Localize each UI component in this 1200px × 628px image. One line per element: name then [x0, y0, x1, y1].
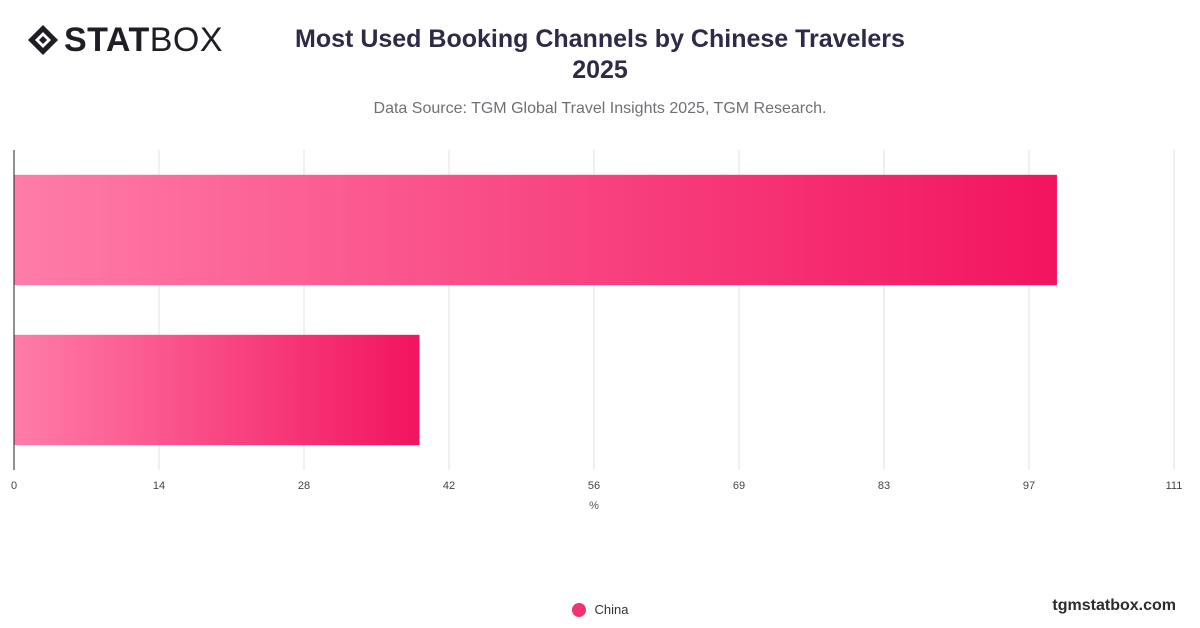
bars	[14, 174, 1057, 446]
chart-header: Most Used Booking Channels by Chinese Tr…	[250, 24, 950, 118]
legend-label-china: China	[594, 602, 629, 617]
x-axis-title: %	[589, 500, 599, 512]
diamond-logo-icon	[28, 25, 58, 55]
x-tick-label: 97	[1023, 480, 1035, 492]
bar-china-1[interactable]	[14, 174, 1057, 286]
x-tick-label: 111	[1166, 480, 1183, 492]
logo-wordmark: STATBOX	[64, 23, 223, 57]
logo-text-bold: STAT	[64, 21, 150, 59]
chart-subtitle: Data Source: TGM Global Travel Insights …	[373, 100, 827, 117]
legend-swatch-china	[571, 602, 586, 617]
x-tick-label: 14	[153, 480, 165, 492]
x-tick-label: 28	[298, 480, 310, 492]
logo-text-light: BOX	[149, 21, 224, 59]
x-tick-label: 0	[11, 480, 17, 492]
x-tick-labels: 0 14 28 42 56 69 83 97 111	[11, 480, 1182, 492]
chart-title-line-2: 2025	[572, 56, 628, 84]
statbox-logo: STATBOX	[26, 22, 223, 58]
x-tick-label: 83	[878, 480, 890, 492]
x-tick-label: 69	[733, 480, 745, 492]
chart-title-line-1: Most Used Booking Channels by Chinese Tr…	[295, 25, 905, 53]
x-tick-label: 42	[443, 480, 455, 492]
bar-china-2[interactable]	[14, 334, 420, 446]
legend[interactable]: China	[0, 602, 1200, 617]
brand-url[interactable]: tgmstatbox.com	[1052, 597, 1176, 614]
x-tick-label: 56	[588, 480, 600, 492]
chart-title: Most Used Booking Channels by Chinese Tr…	[250, 24, 950, 86]
